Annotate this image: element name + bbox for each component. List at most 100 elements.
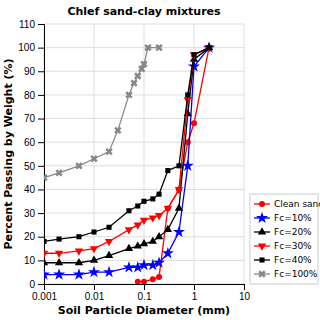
x-tick-label: 1	[192, 291, 198, 302]
point	[135, 203, 140, 208]
point	[125, 244, 133, 251]
x-tick: 1	[192, 284, 198, 302]
grid-line-y	[44, 118, 244, 119]
point	[157, 192, 162, 197]
y-tick: 0	[29, 279, 44, 290]
series	[135, 45, 212, 284]
x-tick: 10	[239, 284, 251, 302]
point	[105, 251, 113, 258]
legend-label: Clean sand	[274, 199, 320, 209]
x-tick-mark	[144, 284, 145, 290]
point	[55, 258, 63, 265]
point	[44, 268, 50, 279]
point	[185, 92, 190, 97]
grid-line-y	[44, 165, 244, 166]
point	[206, 45, 212, 51]
point	[73, 160, 84, 171]
series-line	[44, 48, 159, 178]
point	[162, 247, 174, 258]
legend-item: Fc=10%	[254, 212, 312, 223]
point	[90, 256, 98, 263]
series-line	[44, 48, 209, 242]
y-tick: 20	[24, 231, 44, 242]
point	[191, 52, 196, 57]
legend-swatch-marker	[256, 268, 267, 279]
legend-label: Fc=20%	[274, 227, 312, 237]
point	[88, 266, 100, 277]
y-tick-mark	[38, 95, 44, 96]
y-tick-label: 10	[24, 255, 36, 266]
x-tick-mark	[244, 284, 245, 290]
y-tick-mark	[38, 189, 44, 190]
point	[53, 268, 65, 279]
y-tick-label: 40	[24, 184, 36, 195]
point	[123, 89, 134, 100]
y-tick-label: 80	[24, 90, 36, 101]
y-tick: 30	[24, 208, 44, 219]
point	[105, 239, 113, 246]
y-tick-mark	[38, 237, 44, 238]
point	[140, 239, 148, 246]
point	[54, 167, 65, 178]
x-tick-label: 10	[239, 291, 251, 302]
y-tick: 90	[24, 66, 44, 77]
point	[44, 258, 48, 265]
legend-item: Fc=100%	[254, 268, 318, 279]
y-tick: 50	[24, 161, 44, 172]
y-tick-label: 50	[24, 161, 36, 172]
grid-line-x	[244, 24, 245, 284]
legend-item: Fc=40%	[254, 255, 312, 265]
point	[150, 276, 156, 282]
point	[142, 42, 153, 53]
legend-item: Fc=30%	[254, 241, 312, 251]
point	[176, 163, 181, 168]
grid-line-y	[44, 94, 244, 95]
point	[150, 196, 155, 201]
y-axis: 0102030405060708090100110	[18, 19, 44, 290]
point	[55, 251, 63, 258]
point	[132, 70, 143, 81]
point	[123, 261, 135, 272]
y-tick: 70	[24, 113, 44, 124]
y-tick-mark	[38, 142, 44, 143]
point	[76, 234, 81, 239]
point	[135, 279, 141, 284]
series	[44, 43, 213, 265]
y-tick-label: 20	[24, 231, 36, 242]
point	[138, 259, 150, 270]
grid-line-y	[44, 142, 244, 143]
point	[125, 227, 133, 234]
grid-line-y	[44, 24, 244, 25]
legend: Clean sand Fc=10% Fc=20% Fc=30% Fc=40% Fc=100…	[250, 194, 320, 284]
y-tick-label: 70	[24, 113, 36, 124]
point	[104, 146, 115, 157]
legend-item: Clean sand	[254, 199, 320, 209]
point	[175, 187, 183, 194]
point	[138, 59, 149, 70]
y-tick: 40	[24, 184, 44, 195]
legend-swatch-marker	[258, 227, 266, 234]
series	[44, 45, 212, 244]
y-tick: 10	[24, 255, 44, 266]
point	[154, 42, 165, 53]
point	[44, 172, 50, 183]
y-tick-mark	[38, 213, 44, 214]
point	[149, 215, 157, 222]
chart: Chlef sand-clay mixtures0.0010.010.11100…	[0, 0, 320, 320]
legend-swatch-marker	[258, 244, 266, 251]
point	[191, 120, 197, 126]
title: Chlef sand-clay mixtures	[67, 5, 221, 18]
legend-swatch-marker	[256, 212, 268, 223]
point	[153, 256, 165, 267]
y-tick: 60	[24, 137, 44, 148]
grid-line-y	[44, 213, 244, 214]
y-tick-mark	[38, 166, 44, 167]
point	[175, 204, 183, 211]
legend-label: Fc=40%	[274, 255, 312, 265]
x-tick-label: 0.1	[138, 291, 152, 302]
point	[107, 225, 112, 230]
series-line	[44, 48, 209, 275]
point	[140, 218, 148, 225]
y-tick-label: 30	[24, 208, 36, 219]
series	[44, 41, 215, 279]
